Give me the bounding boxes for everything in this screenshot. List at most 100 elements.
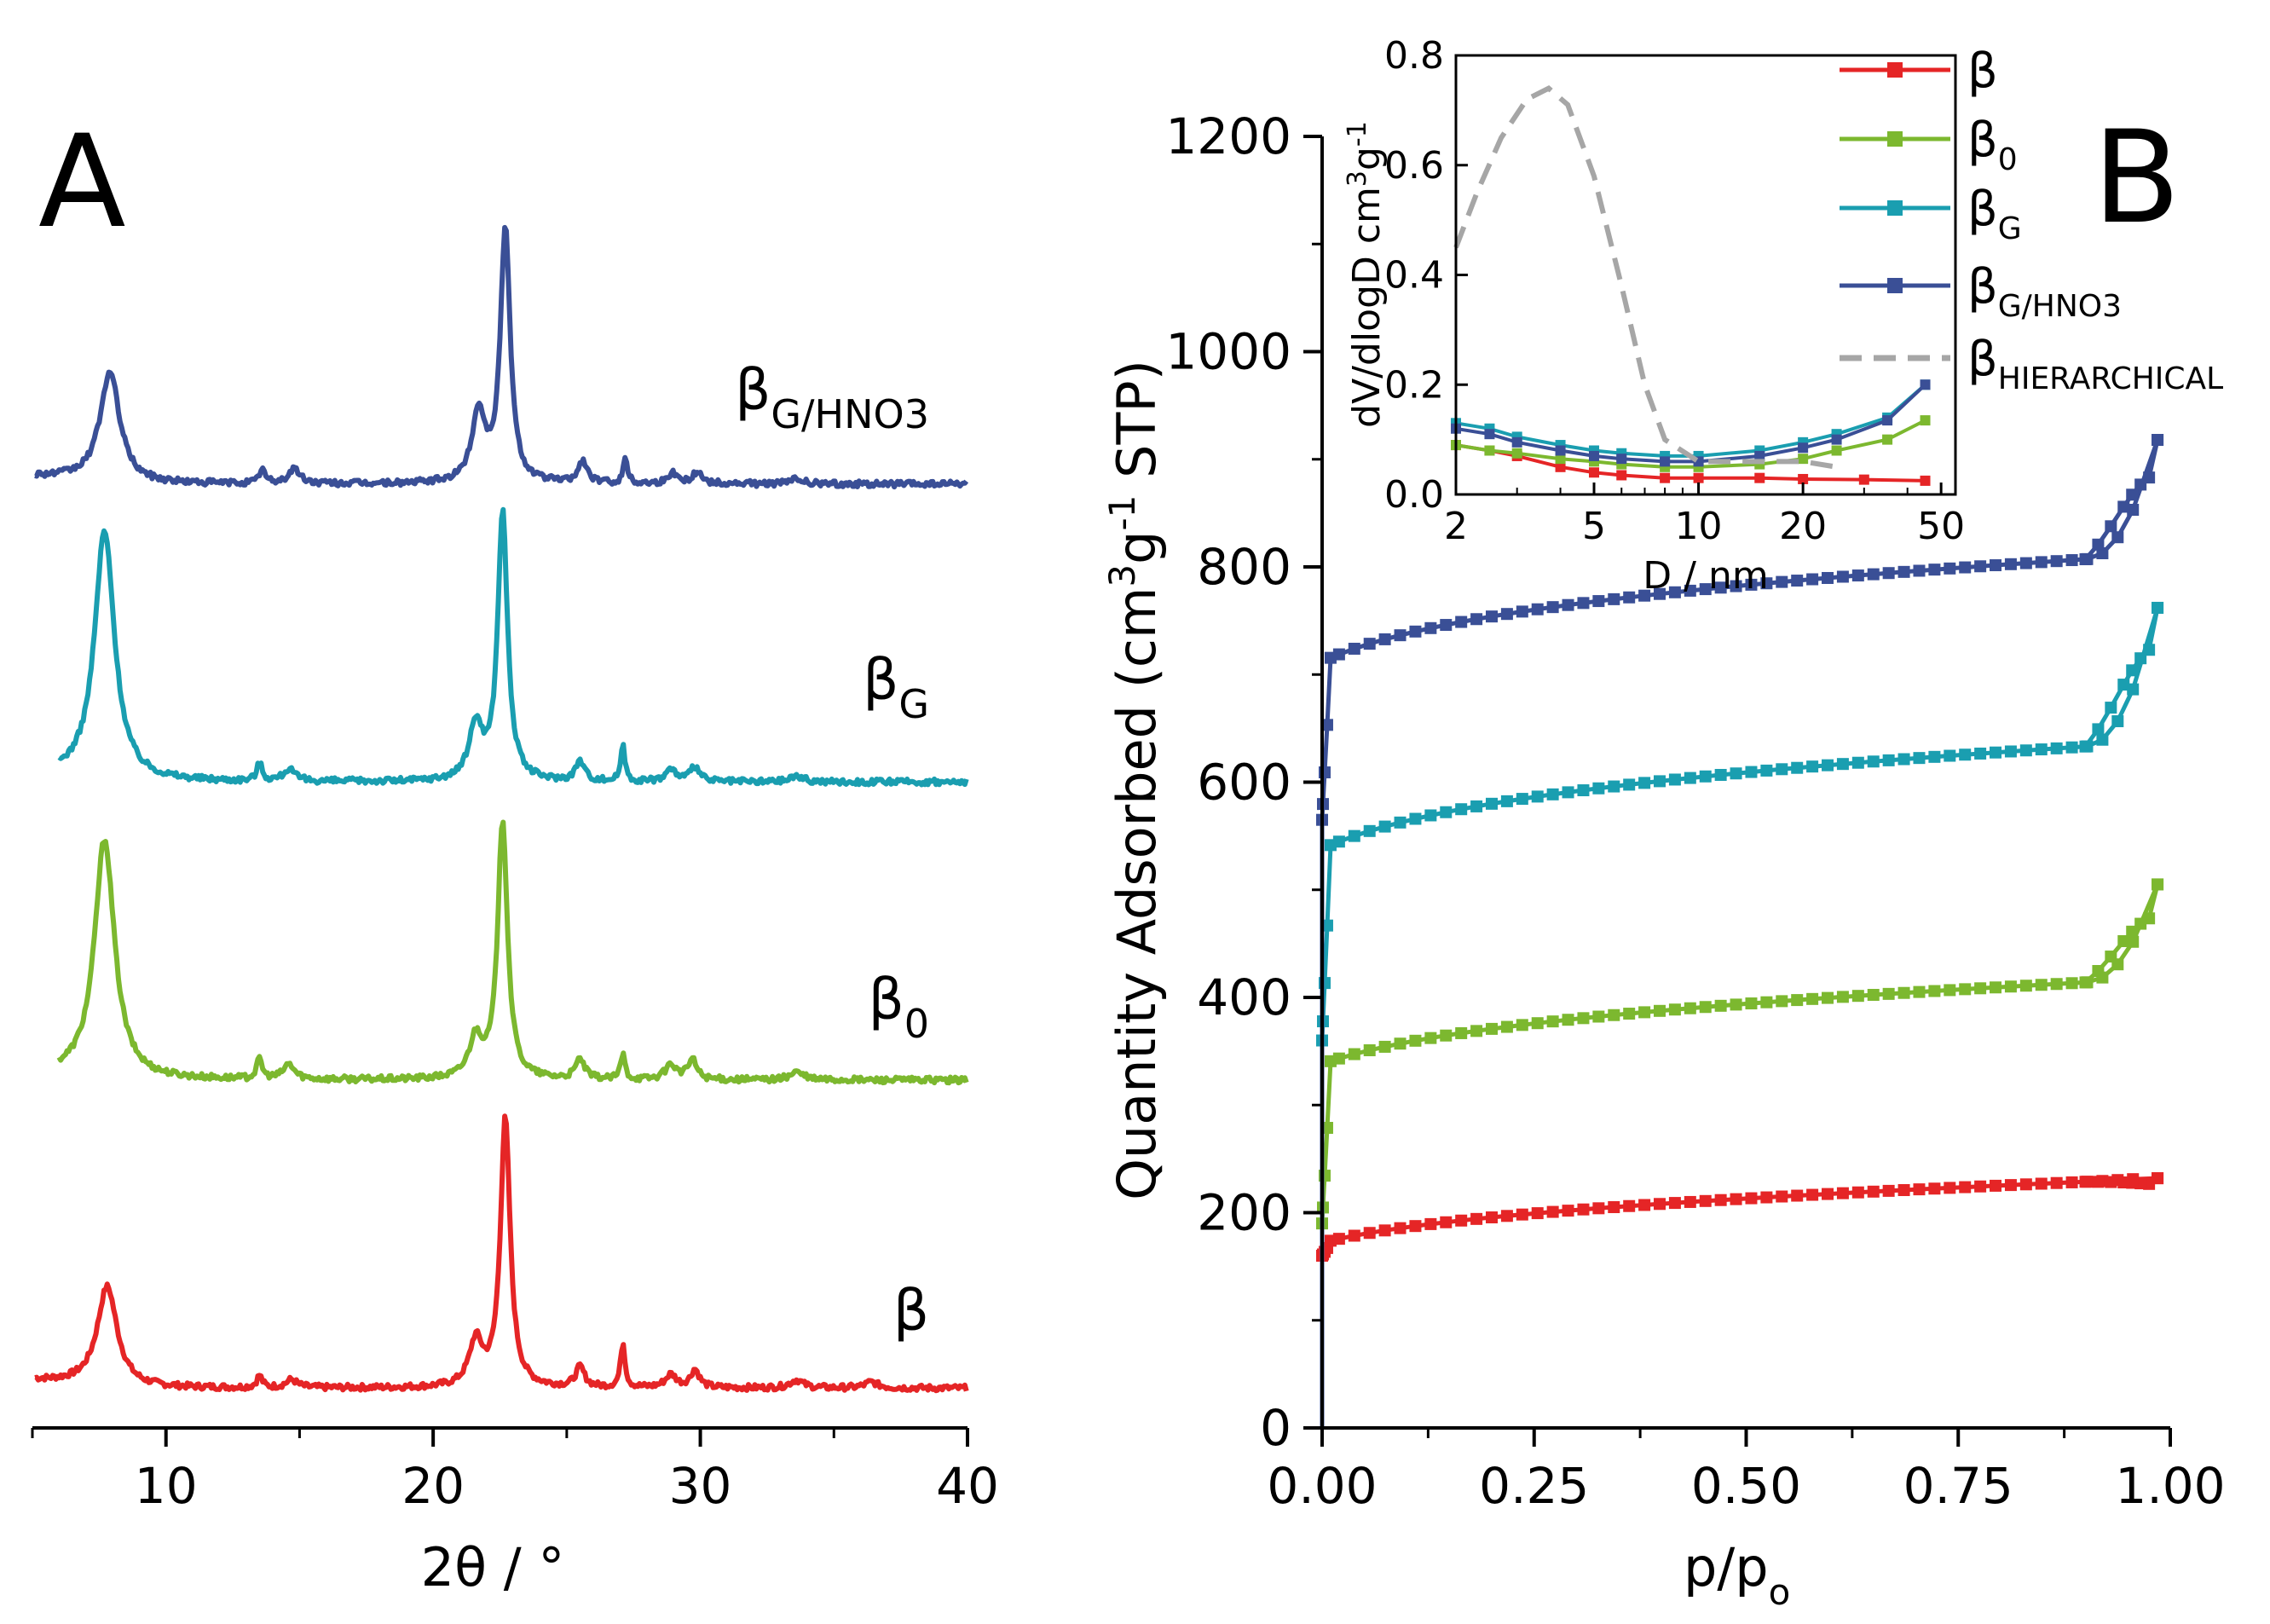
inset-series-group [1451, 85, 1931, 486]
isotherm-point [1577, 784, 1590, 797]
isotherm-point [1332, 835, 1345, 848]
legend-label-base-1: β [1967, 113, 1998, 168]
isotherm-point [1516, 605, 1528, 618]
isotherm-point [1730, 580, 1742, 592]
isotherm-point [1378, 820, 1391, 833]
isotherm-point [1424, 809, 1437, 822]
isotherm-point [1928, 563, 1941, 576]
isotherm-point [2126, 488, 2139, 501]
isotherm-point [2117, 679, 2130, 691]
xrd-curve-label-base-2: β [863, 647, 898, 713]
inset-y-title-sup-2: -1 [1343, 121, 1372, 147]
isotherm-point [1348, 1229, 1360, 1242]
xrd-curve-label-sub-1: 0 [904, 1001, 929, 1047]
isotherm-point [1470, 613, 1483, 626]
isotherm-point [1699, 1194, 1712, 1207]
inset-y-tick-label-3: 0.6 [1384, 144, 1444, 188]
isotherm-point [1944, 1182, 1956, 1194]
isotherm-point [1668, 773, 1681, 786]
isotherm-point [2050, 978, 2063, 991]
inset-x-axis-title: D / nm [1643, 554, 1768, 598]
isotherm-point [1623, 778, 1636, 791]
isotherm-point [2004, 745, 2017, 758]
isotherm-point [2004, 980, 2017, 993]
isotherm-point [1424, 1217, 1437, 1230]
isotherm-point [1592, 1010, 1605, 1023]
isotherm-point [1882, 1184, 1895, 1197]
isotherm-point [1668, 586, 1681, 598]
isotherm-point [1562, 1205, 1574, 1217]
isotherm-point [2105, 1176, 2117, 1188]
isotherm-point [1959, 983, 1972, 996]
isotherm-point [1320, 719, 1333, 731]
isotherm-point [2092, 723, 2105, 736]
isotherm-point [1332, 1052, 1345, 1065]
panel-b-x-tick-label-0: 0.00 [1267, 1457, 1377, 1515]
isotherm-point [1654, 1198, 1666, 1211]
legend-label-1: β0 [1967, 113, 2018, 177]
isotherm-point [1378, 633, 1391, 645]
isotherm-point [1638, 589, 1651, 602]
isotherm-point [2065, 741, 2078, 754]
legend-marker-1 [1887, 131, 1903, 147]
isotherm-point [1791, 1189, 1804, 1202]
isotherm-point [1776, 995, 1788, 1008]
inset-point [1831, 434, 1842, 445]
xrd-curve-label-base-1: β [869, 967, 904, 1032]
isotherm-point [1592, 595, 1605, 608]
isotherm-point [1394, 816, 1406, 829]
panel-b-x-axis-title-sub: o [1769, 1571, 1791, 1613]
isotherm-point [2019, 1178, 2032, 1191]
isotherm-point [1836, 991, 1849, 1003]
legend-label-sub-4: HIERARCHICAL [1998, 361, 2223, 396]
isotherm-point [1654, 775, 1666, 788]
isotherm-point [1608, 1201, 1620, 1214]
isotherm-point [1546, 601, 1559, 614]
isotherm-point [1348, 829, 1360, 842]
isotherm-point [1562, 1014, 1574, 1026]
isotherm-point [2004, 1179, 2017, 1192]
inset-x-tick-label-3: 20 [1779, 505, 1827, 548]
inset-point [1511, 448, 1522, 459]
inset-y-tick-label-0: 0.0 [1384, 473, 1444, 517]
isotherm-point [1654, 587, 1666, 600]
isotherm-point [1745, 766, 1758, 778]
legend-label-base-3: β [1967, 259, 1998, 315]
inset-point [1831, 445, 1842, 456]
isotherm-point [1882, 567, 1895, 580]
isotherm-point [1760, 1191, 1773, 1204]
isotherm-point [1714, 768, 1727, 781]
inset-line-4 [1453, 85, 1838, 470]
panel-a-x-tick-label-1: 20 [401, 1457, 465, 1515]
isotherm-point [1363, 638, 1376, 650]
isotherm-point [1822, 759, 1834, 772]
isotherm-point [1913, 985, 1926, 998]
inset-y-tick-label-1: 0.2 [1384, 363, 1444, 407]
isotherm-point [1516, 1019, 1528, 1032]
panel-b-x-tick-label-1: 0.25 [1479, 1457, 1589, 1515]
inset-x-tick-label-0: 2 [1444, 505, 1468, 548]
isotherm-point [1699, 1001, 1712, 1014]
isotherm-point [1684, 584, 1696, 597]
isotherm-point [2065, 977, 2078, 990]
isotherm-point [1332, 1233, 1345, 1245]
isotherm-point [2134, 478, 2147, 491]
isotherm-point [2050, 742, 2063, 754]
isotherm-point [1348, 642, 1360, 655]
panel-b-x-axis-title: p/po [1684, 1536, 1790, 1613]
isotherm-point [2050, 1176, 2063, 1189]
isotherm-point [1638, 777, 1651, 789]
isotherm-point [1577, 1203, 1590, 1216]
isotherm-point [1409, 1034, 1422, 1047]
xrd-curve-label-sub-2: G [898, 681, 929, 727]
isotherm-point [2096, 733, 2109, 746]
xrd-curve-label-base-3: β [735, 357, 771, 423]
isotherm-point [1974, 982, 1987, 995]
isotherm-point [2065, 1176, 2078, 1188]
isotherm-point [2105, 520, 2117, 533]
isotherm-point [1791, 761, 1804, 774]
isotherm-point [1440, 619, 1453, 632]
isotherm-point [1684, 1002, 1696, 1014]
isotherm-point [2019, 980, 2032, 992]
